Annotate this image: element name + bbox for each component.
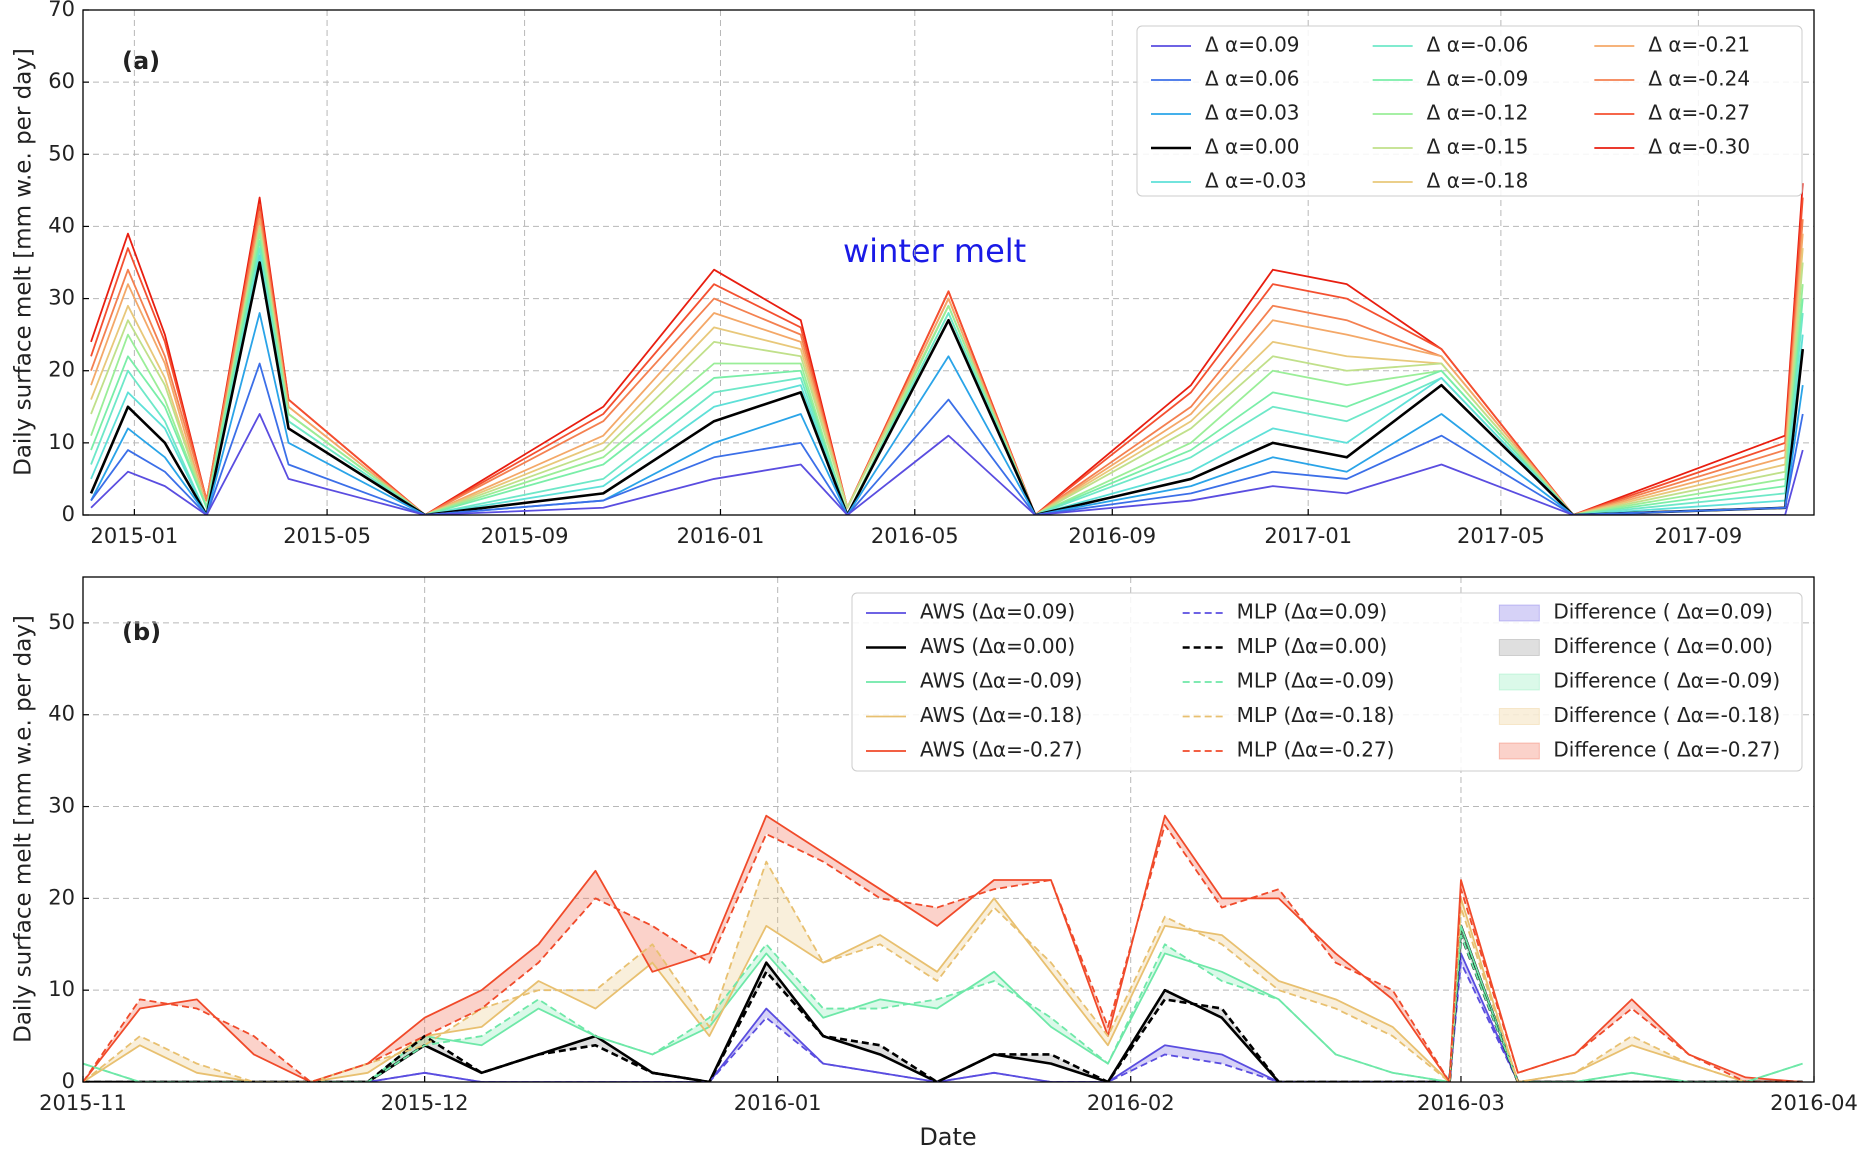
- legend-swatch: [1498, 708, 1540, 725]
- legend-label: Difference ( Δα=-0.18): [1553, 703, 1780, 727]
- y-axis-title: Daily surface melt [mm w.e. per day]: [11, 615, 37, 1043]
- x-axis-title: Date: [919, 1123, 976, 1150]
- series-line: [90, 413, 1804, 515]
- plot-area: [83, 814, 1803, 1082]
- series-line: [83, 961, 1803, 1082]
- y-tick-label: 0: [62, 1069, 75, 1093]
- legend-label: MLP (Δα=-0.27): [1237, 738, 1395, 762]
- y-tick-label: 60: [48, 69, 75, 93]
- y-axis-title: Daily surface melt [mm w.e. per day]: [11, 48, 37, 476]
- legend-label: Difference ( Δα=0.09): [1553, 600, 1773, 624]
- y-tick-label: 70: [48, 0, 75, 21]
- panel-label: (b): [122, 618, 161, 646]
- series-line: [83, 824, 1803, 1082]
- legend-label: Δ α=0.00: [1205, 135, 1300, 159]
- legend-label: AWS (Δα=-0.09): [920, 669, 1082, 693]
- legend-label: Δ α=-0.21: [1648, 33, 1750, 57]
- series-line: [83, 860, 1803, 1082]
- x-tick-label: 2015-09: [481, 524, 569, 548]
- y-tick-label: 30: [48, 286, 75, 310]
- legend-label: AWS (Δα=0.00): [920, 634, 1075, 658]
- y-tick-label: 50: [48, 141, 75, 165]
- x-tick-label: 2017-05: [1457, 524, 1545, 548]
- legend-label: Δ α=-0.03: [1205, 169, 1307, 193]
- legend-box: [851, 592, 1803, 772]
- series-line: [83, 814, 1803, 1082]
- x-tick-label: 2015-05: [283, 524, 371, 548]
- legend-label: Δ α=0.03: [1205, 101, 1300, 125]
- y-tick-label: 30: [48, 794, 75, 818]
- difference-area: [83, 815, 1803, 1082]
- legend-label: MLP (Δα=-0.18): [1237, 703, 1395, 727]
- x-tick-label: 2016-09: [1068, 524, 1156, 548]
- x-tick-label: 2017-09: [1655, 524, 1743, 548]
- x-tick-label: 2016-05: [871, 524, 959, 548]
- legend-label: Difference ( Δα=0.00): [1553, 634, 1773, 658]
- legend-swatch: [1498, 673, 1540, 691]
- y-tick-label: 50: [48, 610, 75, 634]
- legend-label: Δ α=-0.24: [1648, 67, 1750, 91]
- legend-swatch: [1498, 639, 1540, 656]
- series-line: [83, 934, 1803, 1082]
- x-tick-label: 2017-01: [1264, 524, 1352, 548]
- series-line: [90, 362, 1804, 515]
- legend-label: Δ α=0.06: [1205, 67, 1300, 91]
- legend-label: Δ α=-0.15: [1427, 135, 1529, 159]
- legend-label: Δ α=-0.18: [1427, 169, 1529, 193]
- x-tick-label: 2015-01: [91, 524, 179, 548]
- legend-label: Δ α=-0.06: [1427, 33, 1529, 57]
- plot-frame: [82, 9, 1815, 516]
- difference-area: [83, 861, 1803, 1082]
- legend-label: Δ α=-0.12: [1427, 101, 1529, 125]
- annotation: winter melt: [843, 232, 1026, 270]
- x-tick-label: 2016-01: [677, 524, 765, 548]
- x-tick-label: 2016-01: [734, 1091, 822, 1115]
- plot-area: [89, 183, 1805, 515]
- legend-label: AWS (Δα=-0.18): [920, 703, 1082, 727]
- legend-label: MLP (Δα=-0.09): [1237, 669, 1395, 693]
- y-tick-label: 0: [62, 502, 75, 526]
- x-tick-label: 2015-11: [39, 1091, 127, 1115]
- legend-label: Difference ( Δα=-0.09): [1553, 669, 1780, 693]
- series-line: [90, 312, 1804, 515]
- series-line: [89, 261, 1805, 515]
- legend-swatch: [1498, 604, 1540, 622]
- legend-label: AWS (Δα=-0.27): [920, 738, 1082, 762]
- y-tick-label: 10: [48, 430, 75, 454]
- panel-label: (a): [122, 47, 160, 75]
- x-tick-label: 2016-02: [1087, 1091, 1175, 1115]
- series-line: [83, 933, 1803, 1082]
- legend-label: Δ α=-0.30: [1648, 135, 1750, 159]
- legend-label: Δ α=-0.09: [1427, 67, 1529, 91]
- legend-swatch: [1498, 742, 1540, 760]
- legend-label: Δ α=-0.27: [1648, 101, 1750, 125]
- series-line: [90, 211, 1804, 515]
- legend-label: MLP (Δα=0.00): [1237, 634, 1388, 658]
- legend-label: Δ α=0.09: [1205, 33, 1300, 57]
- y-tick-label: 40: [48, 702, 75, 726]
- legend-box: [1136, 25, 1803, 197]
- series-line: [90, 239, 1804, 515]
- y-tick-label: 20: [48, 358, 75, 382]
- y-tick-label: 10: [48, 977, 75, 1001]
- y-tick-label: 40: [48, 213, 75, 237]
- x-tick-label: 2016-04: [1770, 1091, 1858, 1115]
- x-tick-label: 2016-03: [1417, 1091, 1505, 1115]
- series-line: [90, 232, 1804, 515]
- y-tick-label: 20: [48, 885, 75, 909]
- plot-frame: [82, 576, 1815, 1083]
- legend-label: Difference ( Δα=-0.27): [1553, 738, 1780, 762]
- series-line: [83, 925, 1803, 1082]
- x-tick-label: 2015-12: [381, 1091, 469, 1115]
- legend-label: MLP (Δα=0.09): [1237, 600, 1388, 624]
- legend-label: AWS (Δα=0.09): [920, 600, 1075, 624]
